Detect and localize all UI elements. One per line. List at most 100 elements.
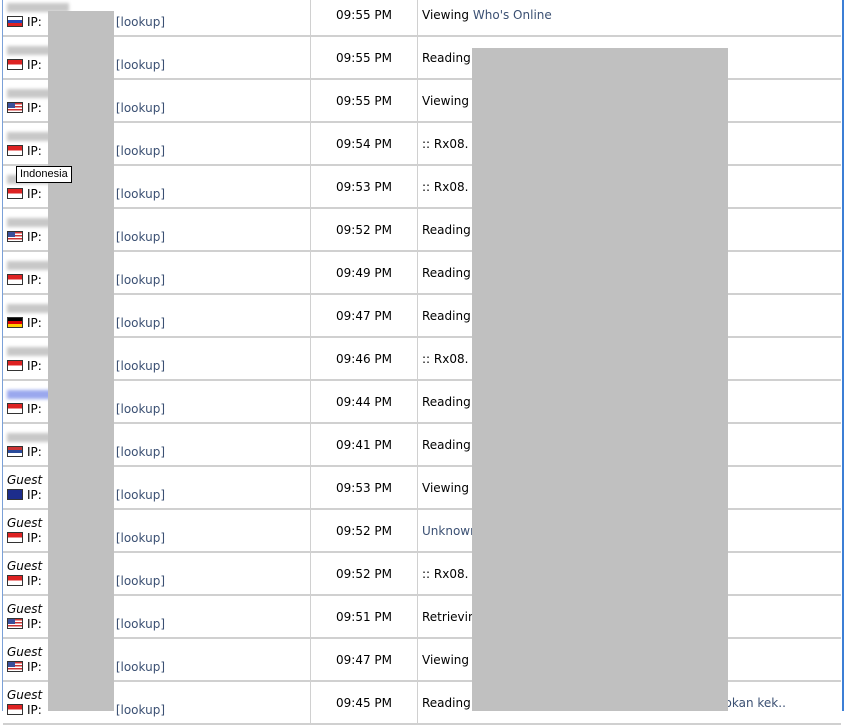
flag-icon[interactable] — [7, 317, 23, 328]
thread-link[interactable]: okan kek.. — [724, 695, 786, 710]
location-link[interactable]: Who's Online — [472, 7, 552, 22]
username-blurred[interactable] — [7, 2, 69, 12]
lookup-link[interactable]: [lookup] — [115, 57, 166, 72]
time-cell: 09:52 PM — [310, 509, 418, 553]
username-blurred[interactable] — [7, 432, 69, 442]
action-text: Reading — [422, 437, 471, 452]
action-text: Viewing — [422, 7, 470, 22]
flag-icon[interactable] — [7, 16, 23, 27]
time-cell: 09:47 PM — [310, 638, 418, 682]
ip-label: IP: — [27, 573, 42, 588]
ip-label: IP: — [27, 702, 42, 717]
flag-icon[interactable] — [7, 446, 23, 457]
ip-label: IP: — [27, 315, 42, 330]
lookup-link[interactable]: [lookup] — [115, 315, 166, 330]
panel-frame — [2, 0, 844, 711]
lookup-link[interactable]: [lookup] — [115, 530, 166, 545]
action-text: Reading — [422, 222, 471, 237]
username: Guest — [7, 601, 43, 616]
ip-label: IP: — [27, 229, 42, 244]
time-cell: 09:54 PM — [310, 122, 418, 166]
lookup-link[interactable]: [lookup] — [115, 702, 166, 717]
ip-label: IP: — [27, 100, 42, 115]
ip-label: IP: — [27, 659, 42, 674]
action-text: Retrievin — [422, 609, 476, 624]
time-cell: 09:55 PM — [310, 79, 418, 123]
flag-icon[interactable] — [7, 618, 23, 629]
lookup-link[interactable]: [lookup] — [115, 401, 166, 416]
lookup-link[interactable]: [lookup] — [115, 143, 166, 158]
username: Guest — [7, 687, 43, 702]
username-blurred[interactable] — [7, 260, 69, 270]
time-cell: 09:44 PM — [310, 380, 418, 424]
lookup-link[interactable]: [lookup] — [115, 487, 166, 502]
time-cell: 09:52 PM — [310, 552, 418, 596]
time-cell: 09:53 PM — [310, 165, 418, 209]
username-blurred[interactable] — [7, 45, 69, 55]
action-text: :: Rx08. — [422, 136, 469, 151]
flag-icon[interactable] — [7, 274, 23, 285]
flag-icon[interactable] — [7, 532, 23, 543]
ip-label: IP: — [27, 57, 42, 72]
lookup-link[interactable]: [lookup] — [115, 444, 166, 459]
time-cell: 09:52 PM — [310, 208, 418, 252]
time-cell: 09:41 PM — [310, 423, 418, 467]
username-blurred[interactable] — [7, 346, 69, 356]
username-blurred[interactable] — [7, 131, 69, 141]
username-blurred[interactable] — [7, 303, 69, 313]
action-text: Viewing — [422, 93, 470, 108]
lookup-link[interactable]: [lookup] — [115, 616, 166, 631]
username: Guest — [7, 472, 43, 487]
flag-icon[interactable] — [7, 704, 23, 715]
action-text: Viewing — [422, 652, 470, 667]
time-cell: 09:47 PM — [310, 294, 418, 338]
lookup-link[interactable]: [lookup] — [115, 14, 166, 29]
ip-label: IP: — [27, 401, 42, 416]
flag-icon[interactable] — [7, 231, 23, 242]
flag-icon[interactable] — [7, 59, 23, 70]
action-text: Reading — [422, 695, 471, 710]
action-text: :: Rx08. — [422, 566, 469, 581]
ip-label: IP: — [27, 616, 42, 631]
ip-label: IP: — [27, 272, 42, 287]
ip-label: IP: — [27, 14, 42, 29]
time-cell: 09:51 PM — [310, 595, 418, 639]
table-row: IP: 2.134 [lookup] 09:55 PM Viewing Who'… — [3, 0, 841, 37]
flag-icon[interactable] — [7, 575, 23, 586]
lookup-link[interactable]: [lookup] — [115, 358, 166, 373]
username: Guest — [7, 644, 43, 659]
username-blurred[interactable] — [7, 217, 69, 227]
location-link[interactable]: Unknown — [422, 523, 478, 538]
flag-icon[interactable] — [7, 102, 23, 113]
action-text: Viewing — [422, 480, 470, 495]
username: Guest — [7, 515, 43, 530]
redaction-box — [472, 48, 728, 711]
flag-icon[interactable] — [7, 489, 23, 500]
flag-icon[interactable] — [7, 188, 23, 199]
action-text: Reading — [422, 265, 471, 280]
flag-icon[interactable] — [7, 145, 23, 156]
lookup-link[interactable]: [lookup] — [115, 229, 166, 244]
flag-icon[interactable] — [7, 360, 23, 371]
location-cell: Viewing Who's Online — [417, 0, 841, 37]
flag-icon[interactable] — [7, 403, 23, 414]
redaction-box — [48, 11, 114, 711]
time-cell: 09:55 PM — [310, 36, 418, 80]
lookup-link[interactable]: [lookup] — [115, 272, 166, 287]
ip-label: IP: — [27, 358, 42, 373]
lookup-link[interactable]: [lookup] — [115, 659, 166, 674]
username-blurred[interactable] — [7, 389, 69, 399]
flag-tooltip: Indonesia — [16, 166, 72, 183]
lookup-link[interactable]: [lookup] — [115, 100, 166, 115]
flag-icon[interactable] — [7, 661, 23, 672]
time-cell: 09:46 PM — [310, 337, 418, 381]
lookup-link[interactable]: [lookup] — [115, 186, 166, 201]
time-cell: 09:55 PM — [310, 0, 418, 37]
time-cell: 09:49 PM — [310, 251, 418, 295]
action-text: :: Rx08. — [422, 179, 469, 194]
action-text: :: Rx08. — [422, 351, 469, 366]
lookup-link[interactable]: [lookup] — [115, 573, 166, 588]
ip-label: IP: — [27, 186, 42, 201]
ip-label: IP: — [27, 530, 42, 545]
username-blurred[interactable] — [7, 88, 69, 98]
